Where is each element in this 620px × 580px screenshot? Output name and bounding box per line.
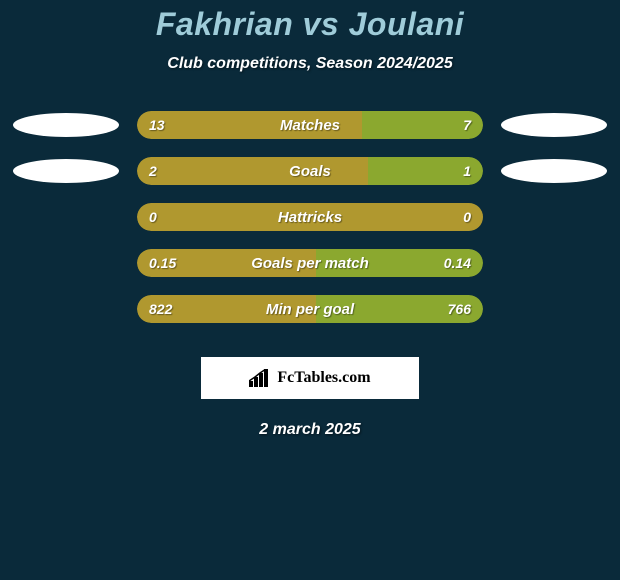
left-badge-slot	[13, 249, 119, 277]
stat-label: Matches	[137, 111, 483, 139]
player-badge-left	[13, 159, 119, 183]
right-badge-slot	[501, 111, 607, 139]
stat-label: Goals per match	[137, 249, 483, 277]
left-badge-slot	[13, 111, 119, 139]
stat-row: Goals2 1	[13, 157, 607, 185]
right-badge-slot	[501, 203, 607, 231]
stat-value-left: 13	[149, 111, 165, 139]
stat-row: Min per goal822 766	[13, 295, 607, 323]
stat-row: Goals per match0.15 0.14	[13, 249, 607, 277]
stat-bar: Min per goal822 766	[137, 295, 483, 323]
stat-value-left: 2	[149, 157, 157, 185]
stat-value-right: 1	[463, 157, 471, 185]
logo-box: FcTables.com	[201, 357, 419, 399]
stat-label: Min per goal	[137, 295, 483, 323]
left-badge-slot	[13, 295, 119, 323]
stat-rows: Matches13 7 Goals2 1 Hattricks0 0 Goals per ma…	[0, 111, 620, 341]
stat-value-right: 766	[448, 295, 471, 323]
logo-text: FcTables.com	[277, 369, 370, 387]
bar-chart-icon	[249, 369, 271, 387]
date-line: 2 march 2025	[0, 421, 620, 439]
page-title: Fakhrian vs Joulani	[0, 6, 620, 43]
player-badge-right	[501, 159, 607, 183]
stat-bar: Matches13 7	[137, 111, 483, 139]
stat-bar: Hattricks0 0	[137, 203, 483, 231]
stat-value-right: 0	[463, 203, 471, 231]
stat-row: Hattricks0 0	[13, 203, 607, 231]
comparison-infographic: Fakhrian vs Joulani Club competitions, S…	[0, 0, 620, 439]
stat-bar: Goals2 1	[137, 157, 483, 185]
stat-bar: Goals per match0.15 0.14	[137, 249, 483, 277]
right-badge-slot	[501, 249, 607, 277]
stat-value-left: 0.15	[149, 249, 176, 277]
right-badge-slot	[501, 295, 607, 323]
page-subtitle: Club competitions, Season 2024/2025	[0, 55, 620, 73]
stat-label: Hattricks	[137, 203, 483, 231]
left-badge-slot	[13, 203, 119, 231]
left-badge-slot	[13, 157, 119, 185]
stat-label: Goals	[137, 157, 483, 185]
stat-value-left: 0	[149, 203, 157, 231]
stat-value-right: 0.14	[444, 249, 471, 277]
right-badge-slot	[501, 157, 607, 185]
stat-value-left: 822	[149, 295, 172, 323]
player-badge-left	[13, 113, 119, 137]
stat-value-right: 7	[463, 111, 471, 139]
stat-row: Matches13 7	[13, 111, 607, 139]
player-badge-right	[501, 113, 607, 137]
